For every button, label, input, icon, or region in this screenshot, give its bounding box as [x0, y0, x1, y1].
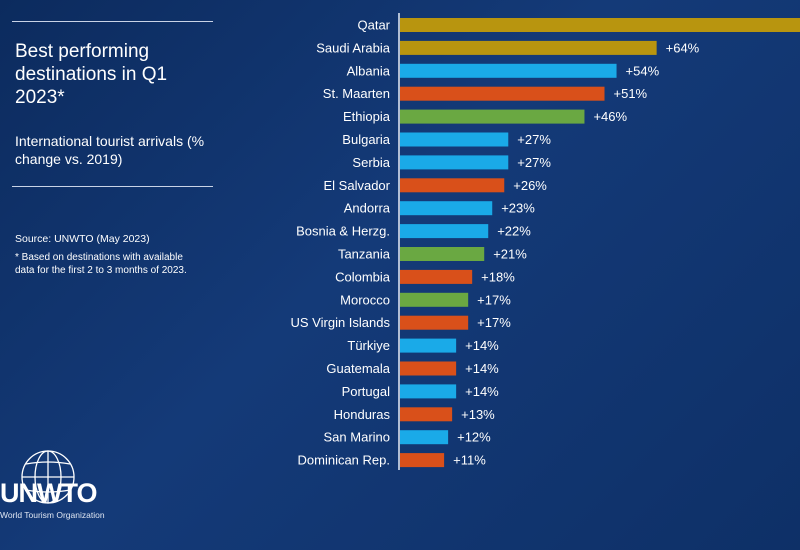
bar: [400, 407, 453, 422]
bar: [400, 338, 457, 353]
top-divider: [12, 21, 213, 22]
category-label: Türkiye: [347, 338, 390, 353]
un-emblem-icon: [21, 450, 75, 504]
bar: [400, 132, 509, 147]
source-note: Source: UNWTO (May 2023): [15, 233, 150, 245]
value-label: +54%: [626, 63, 660, 78]
value-label: +13%: [461, 407, 495, 422]
bar: [400, 155, 509, 170]
value-label: +14%: [465, 361, 499, 376]
category-label: Guatemala: [326, 361, 390, 376]
category-label: Colombia: [335, 269, 391, 284]
bar: [400, 384, 457, 399]
value-label: +17%: [477, 292, 511, 307]
bar: [400, 247, 485, 261]
value-label: +27%: [517, 155, 551, 170]
info-panel: Best performing destinations in Q1 2023*…: [0, 0, 230, 550]
bar: [400, 315, 469, 330]
unwto-logo-text: UNWTO: [0, 478, 97, 508]
category-label: Portugal: [342, 384, 391, 399]
bar: [400, 292, 469, 307]
bar: [400, 361, 457, 376]
category-label: Tanzania: [338, 247, 391, 262]
category-label: San Marino: [324, 430, 390, 445]
bar: [400, 86, 605, 101]
value-label: +14%: [465, 384, 499, 399]
value-label: +22%: [497, 224, 531, 239]
chart-subtitle: International tourist arrivals (% change…: [15, 133, 205, 167]
chart-title: Best performing destinations in Q1 2023*: [15, 41, 168, 108]
bar: [400, 269, 473, 284]
category-label: US Virgin Islands: [291, 315, 391, 330]
footnote: * Based on destinations with available d…: [15, 252, 187, 276]
category-label: Ethiopia: [343, 109, 391, 124]
value-label: +11%: [453, 453, 486, 468]
value-label: +51%: [614, 86, 648, 101]
value-label: +27%: [517, 132, 551, 147]
bar: [400, 453, 445, 468]
bar: [400, 18, 800, 32]
category-label: Bulgaria: [342, 132, 390, 147]
unwto-logo-subtitle: World Tourism Organization: [0, 510, 105, 520]
value-label: +26%: [513, 178, 547, 193]
bar: [400, 224, 489, 239]
category-label: El Salvador: [324, 178, 391, 193]
value-label: +23%: [501, 201, 535, 216]
bar: [400, 201, 493, 216]
bottom-divider: [12, 186, 213, 187]
category-label: St. Maarten: [323, 86, 390, 101]
bar: [400, 109, 585, 124]
category-label: Bosnia & Herzg.: [296, 224, 390, 239]
category-label: Dominican Rep.: [298, 453, 391, 468]
value-label: +21%: [493, 247, 527, 262]
category-label: Saudi Arabia: [316, 40, 390, 55]
bar: [400, 430, 449, 445]
category-label: Serbia: [352, 155, 390, 170]
value-label: +64%: [666, 40, 700, 55]
value-label: +17%: [477, 315, 511, 330]
value-label: +12%: [457, 430, 491, 445]
category-label: Andorra: [344, 201, 391, 216]
bar: [400, 178, 505, 193]
bar: [400, 63, 617, 78]
value-label: +46%: [593, 109, 627, 124]
value-label: +14%: [465, 338, 499, 353]
category-label: Honduras: [334, 407, 391, 422]
value-label: +18%: [481, 269, 515, 284]
category-label: Albania: [347, 63, 391, 78]
category-label: Morocco: [340, 292, 390, 307]
bar: [400, 40, 657, 55]
category-label: Qatar: [357, 18, 390, 33]
